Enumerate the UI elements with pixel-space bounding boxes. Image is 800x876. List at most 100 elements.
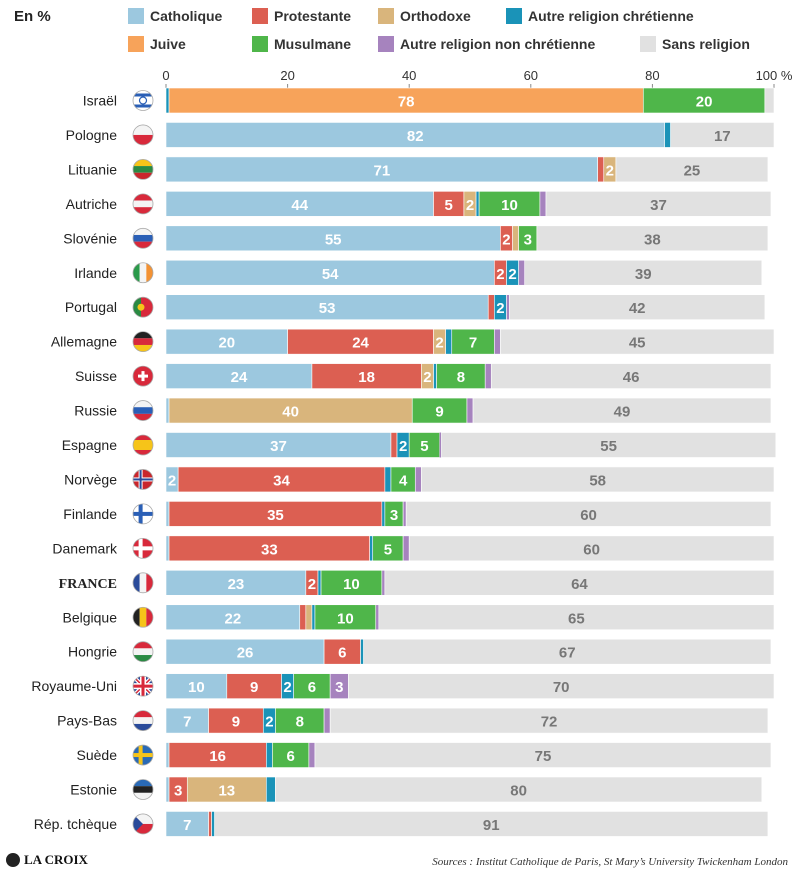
unit-label: En %: [14, 8, 51, 25]
bar-segment: [348, 673, 775, 699]
legend-catholique: Catholique: [128, 8, 222, 24]
flag-outline: [132, 158, 154, 180]
data-label: 13: [218, 783, 235, 800]
bar-segment: [272, 742, 310, 768]
data-label: 6: [338, 645, 346, 662]
bar-segment: [381, 501, 386, 527]
data-label: 24: [352, 335, 369, 352]
bar-segment: [165, 501, 170, 527]
bar-segment: [308, 742, 316, 768]
bar-segment: [384, 569, 775, 596]
data-label: 2: [435, 335, 443, 352]
bar-segment: [165, 397, 170, 424]
bar-segment: [266, 742, 273, 768]
slovenia-flag-icon: [133, 228, 153, 249]
data-label: 6: [308, 679, 316, 696]
country-label: Pays-Bas: [57, 713, 117, 729]
bar-segment: [214, 811, 769, 837]
data-label: 10: [501, 197, 518, 214]
lithuania-flag-icon: [133, 159, 153, 180]
legend-juive: Juive: [128, 36, 186, 52]
bar-segment: [411, 397, 468, 424]
czech-flag-icon: [133, 813, 153, 834]
bar-segment: [317, 569, 322, 596]
country-label: Royaume-Uni: [31, 678, 117, 694]
bar-segment: [165, 87, 170, 114]
legend-swatch: [378, 36, 394, 52]
bar-segment: [384, 466, 392, 493]
bar-segment: [299, 604, 307, 631]
germany-flag-icon: [133, 331, 153, 352]
data-label: 2: [399, 438, 407, 455]
data-label: 71: [373, 162, 390, 179]
bar-segment: [372, 535, 404, 562]
country-label: Autriche: [66, 196, 118, 212]
brand-mark-icon: [6, 853, 20, 867]
data-label: 2: [423, 369, 431, 386]
data-label: 9: [435, 404, 443, 421]
bar-segment: [484, 363, 492, 389]
data-label: 75: [535, 748, 552, 765]
country-label: Rép. tchèque: [34, 816, 117, 832]
data-label: 55: [325, 231, 342, 248]
data-label: 40: [282, 404, 299, 421]
legend-label: Protestante: [274, 8, 352, 24]
ireland-flag-icon: [133, 262, 153, 283]
country-label: Hongrie: [68, 644, 117, 660]
bar-segment: [439, 432, 442, 458]
flag-outline: [132, 331, 154, 353]
bar-segment: [165, 673, 228, 699]
austria-flag-icon: [133, 193, 153, 214]
bar-segment: [487, 294, 495, 321]
bar-segment: [524, 259, 763, 286]
bar-segment: [539, 191, 547, 217]
bar-segment: [363, 638, 772, 665]
legend-swatch: [128, 8, 144, 24]
bar-segment: [405, 501, 772, 527]
bar-segment: [168, 535, 370, 562]
country-label: Danemark: [52, 540, 118, 556]
bar-segment: [390, 432, 398, 458]
legend-swatch: [252, 36, 268, 52]
flag-outline: [132, 641, 154, 663]
data-label: 64: [571, 576, 588, 593]
bar-segment: [168, 87, 644, 114]
legend-swatch: [128, 36, 144, 52]
data-label: 22: [225, 610, 242, 627]
flag-outline: [132, 537, 154, 559]
bar-segment: [615, 156, 769, 183]
data-label: 2: [496, 300, 504, 317]
bar-segment: [311, 604, 316, 631]
flag-outline: [132, 193, 154, 215]
data-label: 26: [237, 645, 254, 662]
denmark-flag-icon: [133, 538, 153, 559]
country-label: Israël: [83, 93, 117, 109]
bar-segment: [323, 707, 331, 734]
data-label: 37: [270, 438, 287, 455]
bar-segment: [402, 501, 407, 527]
bar-segment: [165, 569, 307, 596]
bar-segment: [433, 191, 465, 217]
finland-flag-icon: [133, 503, 153, 524]
bar-segment: [287, 328, 434, 355]
flag-outline: [132, 469, 154, 490]
bar-segment: [186, 776, 267, 803]
data-label: 80: [510, 783, 527, 800]
bar-segment: [478, 191, 541, 217]
data-label: 5: [420, 438, 428, 455]
flag-outline: [132, 572, 154, 594]
legend-musulmane: Musulmane: [252, 36, 351, 52]
bar-segment: [165, 604, 301, 631]
country-label: Espagne: [62, 437, 117, 453]
country-label: Suède: [77, 747, 118, 763]
bar-segment: [375, 604, 380, 631]
data-label: 2: [168, 472, 176, 489]
flag-outline: [132, 744, 154, 766]
x-tick-label: 60: [524, 68, 538, 83]
brand-name: LA CROIX: [24, 852, 88, 867]
legend-orthodoxe: Orthodoxe: [378, 8, 471, 24]
data-label: 20: [696, 94, 713, 111]
belgium-flag-icon: [133, 607, 153, 628]
x-tick-label: 40: [402, 68, 416, 83]
